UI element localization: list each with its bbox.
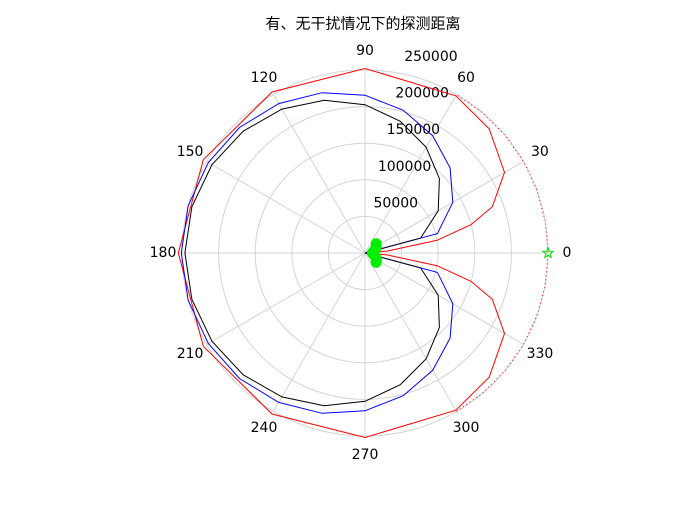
- theta-tick-label: 120: [251, 70, 278, 86]
- grid-spoke: [364, 94, 457, 254]
- grid-spoke: [206, 161, 366, 254]
- r-tick-label: 200000: [395, 86, 448, 102]
- r-tick-label: 100000: [378, 159, 431, 175]
- dot-marker: [370, 238, 382, 250]
- series-line: [180, 92, 454, 414]
- theta-tick-label: 210: [177, 346, 204, 362]
- theta-tick-label: 300: [453, 420, 480, 436]
- star-marker: [541, 245, 555, 259]
- theta-tick-label: 150: [177, 144, 204, 160]
- chart-title: 有、无干扰情况下的探测距离: [265, 15, 460, 33]
- theta-tick-label: 240: [251, 420, 278, 436]
- r-tick-label: 250000: [404, 49, 457, 65]
- theta-tick-label: 60: [457, 70, 475, 86]
- grid-spoke: [206, 252, 366, 345]
- theta-tick-label: 270: [352, 447, 379, 463]
- series-line: [184, 99, 440, 407]
- grid-spoke: [364, 252, 524, 345]
- series-line: [177, 67, 506, 439]
- r-tick-label: 150000: [387, 122, 440, 138]
- grid-spoke: [273, 252, 366, 412]
- theta-tick-label: 30: [531, 144, 549, 160]
- theta-tick-label: 90: [356, 43, 374, 59]
- grid-spoke: [273, 94, 366, 254]
- r-tick-label: 50000: [374, 195, 419, 211]
- theta-tick-label: 0: [563, 245, 572, 261]
- grid-spoke: [364, 252, 457, 412]
- theta-tick-label: 330: [527, 346, 554, 362]
- grid-spoke: [364, 161, 524, 254]
- theta-tick-label: 180: [150, 245, 177, 261]
